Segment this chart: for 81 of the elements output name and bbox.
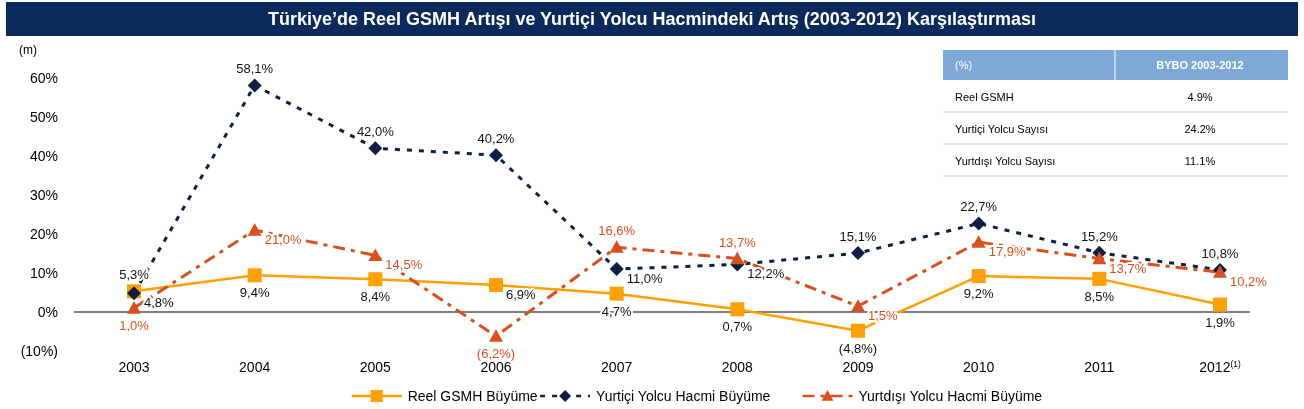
text: BYBO 2003-2012 xyxy=(1156,59,1244,71)
x-tick-label: 2004 xyxy=(239,359,271,375)
y-tick-label: 0% xyxy=(37,303,58,320)
point xyxy=(609,286,624,301)
point xyxy=(851,323,865,338)
data-label: 1,9% xyxy=(1205,314,1236,330)
data-label: 1,0% xyxy=(119,318,150,334)
data-label: 9,4% xyxy=(239,285,270,301)
data-label: 9,2% xyxy=(963,286,994,302)
point xyxy=(1092,251,1107,265)
x-tick-label: 2008 xyxy=(721,359,754,375)
data-label: 21,0% xyxy=(264,232,302,248)
y-axis-title: (m) xyxy=(19,43,37,57)
y-tick-label: 50% xyxy=(29,108,58,125)
data-label: 17,9% xyxy=(988,244,1026,260)
point xyxy=(247,78,262,93)
data-label: 15,2% xyxy=(1080,228,1119,244)
annotation: 24.2% xyxy=(1184,123,1216,135)
data-label: 40,2% xyxy=(477,131,515,147)
annotation: 11.1% xyxy=(1184,155,1216,167)
point xyxy=(851,246,865,261)
x-tick-label: 2005 xyxy=(359,359,392,375)
data-label: 42,0% xyxy=(356,124,395,140)
point xyxy=(971,216,986,231)
data-label: (4,8%) xyxy=(838,340,878,356)
point xyxy=(1213,297,1227,312)
x-tick-label: 2003 xyxy=(118,359,150,375)
x-tick-label: 2009 xyxy=(842,359,874,375)
data-label: 16,6% xyxy=(598,223,636,239)
point xyxy=(609,262,624,277)
data-label: 4,8% xyxy=(144,295,175,311)
point xyxy=(489,278,503,293)
x-tick-label: 2012$^{(1)}$ xyxy=(1199,359,1241,375)
point xyxy=(368,141,383,156)
data-label: 8,4% xyxy=(360,289,391,305)
text: (%) xyxy=(955,59,973,71)
x-tick-label: 2007 xyxy=(601,359,633,375)
chart-title: Türkiye’de Reel GSMH Artışı ve Yurtiçi Yolcu Hacmindeki Artış (2003-2012) Karşılaştırması xyxy=(268,9,1036,29)
y-tick-label: 40% xyxy=(29,147,58,164)
point xyxy=(368,272,383,287)
point xyxy=(489,148,503,163)
legend-label: Yurtiçi Yolcu Hacmi Büyüme xyxy=(596,387,771,404)
legend-label: Reel GSMH Büyüme xyxy=(407,387,538,404)
data-label: 5,3% xyxy=(119,267,150,283)
x-tick-label: 2011 xyxy=(1084,359,1115,375)
x-tick-label: 2010 xyxy=(963,359,995,375)
data-label: 4,7% xyxy=(601,303,632,319)
y-tick-label: 10% xyxy=(29,264,58,281)
data-label: 13,7% xyxy=(1109,260,1147,276)
point xyxy=(247,268,262,283)
point xyxy=(247,223,262,236)
data-label: 6,9% xyxy=(506,287,537,303)
point xyxy=(1092,271,1107,286)
data-label: 8,5% xyxy=(1084,288,1115,304)
data-label: 10,8% xyxy=(1201,245,1239,261)
annotation: Reel GSMH xyxy=(955,91,1014,103)
annotation: Yurtiçi Yolcu Sayısı xyxy=(955,123,1048,135)
data-label: 10,2% xyxy=(1230,274,1268,290)
point xyxy=(730,251,745,265)
point xyxy=(971,235,986,248)
point xyxy=(127,301,141,314)
data-label: 15,1% xyxy=(839,229,877,245)
point xyxy=(730,302,745,317)
annotation: 4.9% xyxy=(1187,91,1213,103)
y-tick-label: 30% xyxy=(29,186,58,203)
legend-label: Yurtdışı Yolcu Hacmi Büyüme xyxy=(858,387,1043,404)
data-label: 58,1% xyxy=(236,61,274,77)
point xyxy=(609,240,624,253)
point xyxy=(489,329,503,342)
data-label: 11,0% xyxy=(626,271,663,287)
data-label: 22,7% xyxy=(960,199,998,215)
point xyxy=(851,299,865,312)
y-tick-label: 20% xyxy=(29,225,58,242)
data-label: 13,7% xyxy=(718,234,757,250)
y-tick-label: (10%) xyxy=(20,342,58,359)
annotation: Yurtdışı Yolcu Sayısı xyxy=(955,155,1056,167)
point xyxy=(368,248,383,262)
point xyxy=(971,269,986,284)
y-tick-label: 60% xyxy=(29,69,58,86)
data-label: 0,7% xyxy=(722,319,753,335)
data-label: (6,2%) xyxy=(476,346,516,362)
